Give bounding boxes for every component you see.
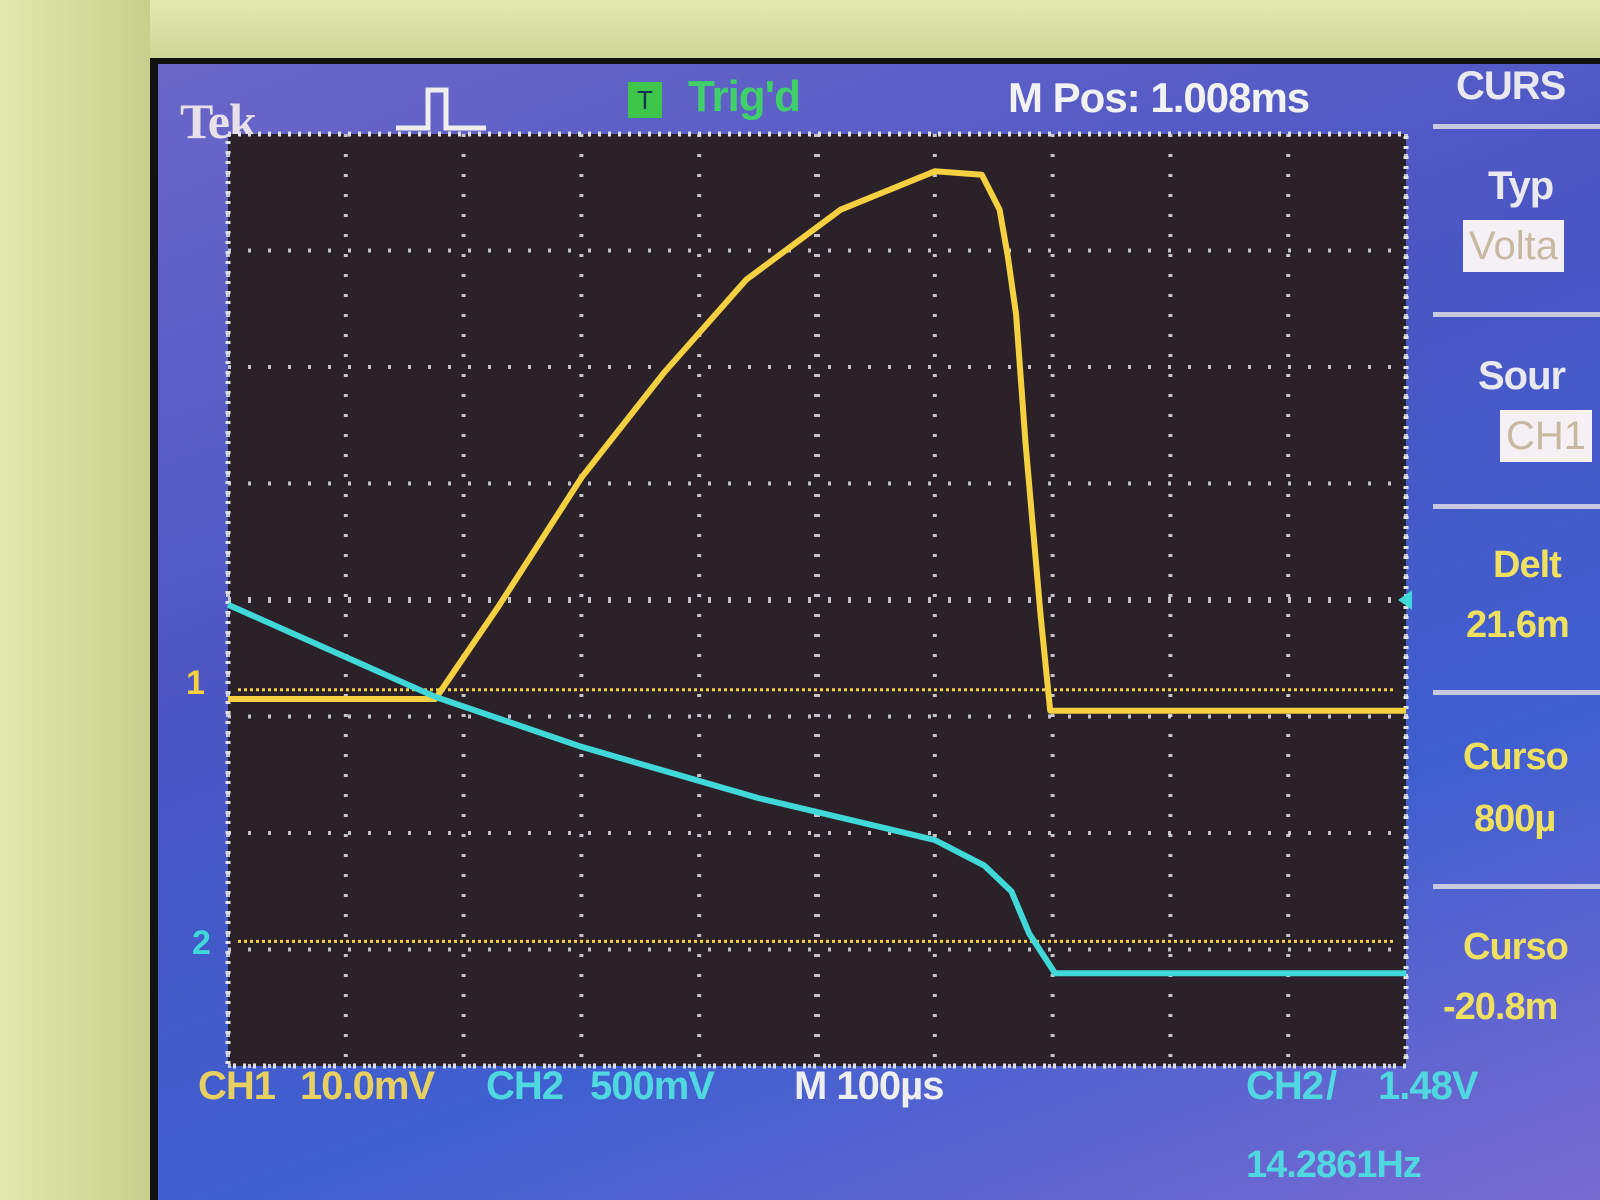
ch1-label: CH1	[198, 1064, 276, 1108]
trigger-status: Trig'd	[688, 72, 801, 121]
delta-value: 21.6m	[1466, 604, 1570, 646]
type-label: Typ	[1488, 164, 1554, 208]
menu-title: CURS	[1456, 64, 1566, 108]
bezel-left	[0, 0, 150, 1200]
divider	[1433, 690, 1600, 695]
trigger-badge: T	[628, 82, 662, 118]
type-value[interactable]: Volta	[1463, 220, 1564, 272]
divider	[1433, 884, 1600, 889]
rising-slope-icon: /	[1326, 1064, 1337, 1108]
source-label: Sour	[1478, 354, 1566, 398]
trace-ch1	[228, 168, 1406, 714]
ch2-ground-marker: 2	[192, 924, 211, 962]
cursor2-value: -20.8m	[1443, 986, 1558, 1028]
horizontal-position: M Pos: 1.008ms	[1008, 74, 1310, 121]
bezel-top	[0, 0, 1600, 58]
ch1-ground-marker: 1	[186, 664, 205, 702]
timebase: M 100µs	[794, 1064, 944, 1108]
ch1-scale: 10.0mV	[300, 1064, 435, 1108]
trace-ch2	[226, 601, 1406, 977]
source-value[interactable]: CH1	[1500, 410, 1593, 462]
rising-pulse-icon	[396, 87, 486, 131]
divider	[1433, 312, 1600, 317]
cursor1-value: 800µ	[1474, 798, 1556, 840]
oscilloscope-screen: Tek T Trig'd M Pos: 1.008ms CURS Typ Vol…	[150, 58, 1600, 1200]
waveform-plot	[225, 131, 1412, 1069]
divider	[1433, 124, 1600, 129]
frequency-readout: 14.2861Hz	[1246, 1144, 1422, 1186]
ch2-trigger-level-marker	[1398, 590, 1412, 610]
ch2-label: CH2	[486, 1064, 564, 1108]
trigger-level: 1.48V	[1378, 1064, 1479, 1108]
ch2-scale: 500mV	[590, 1064, 715, 1108]
cursor1-label: Curso	[1463, 736, 1569, 778]
divider	[1433, 504, 1600, 509]
cursor2-label: Curso	[1463, 926, 1569, 968]
delta-label: Delt	[1493, 544, 1562, 586]
trigger-source: CH2	[1246, 1064, 1324, 1108]
lcd-display: Tek T Trig'd M Pos: 1.008ms CURS Typ Vol…	[158, 64, 1600, 1200]
